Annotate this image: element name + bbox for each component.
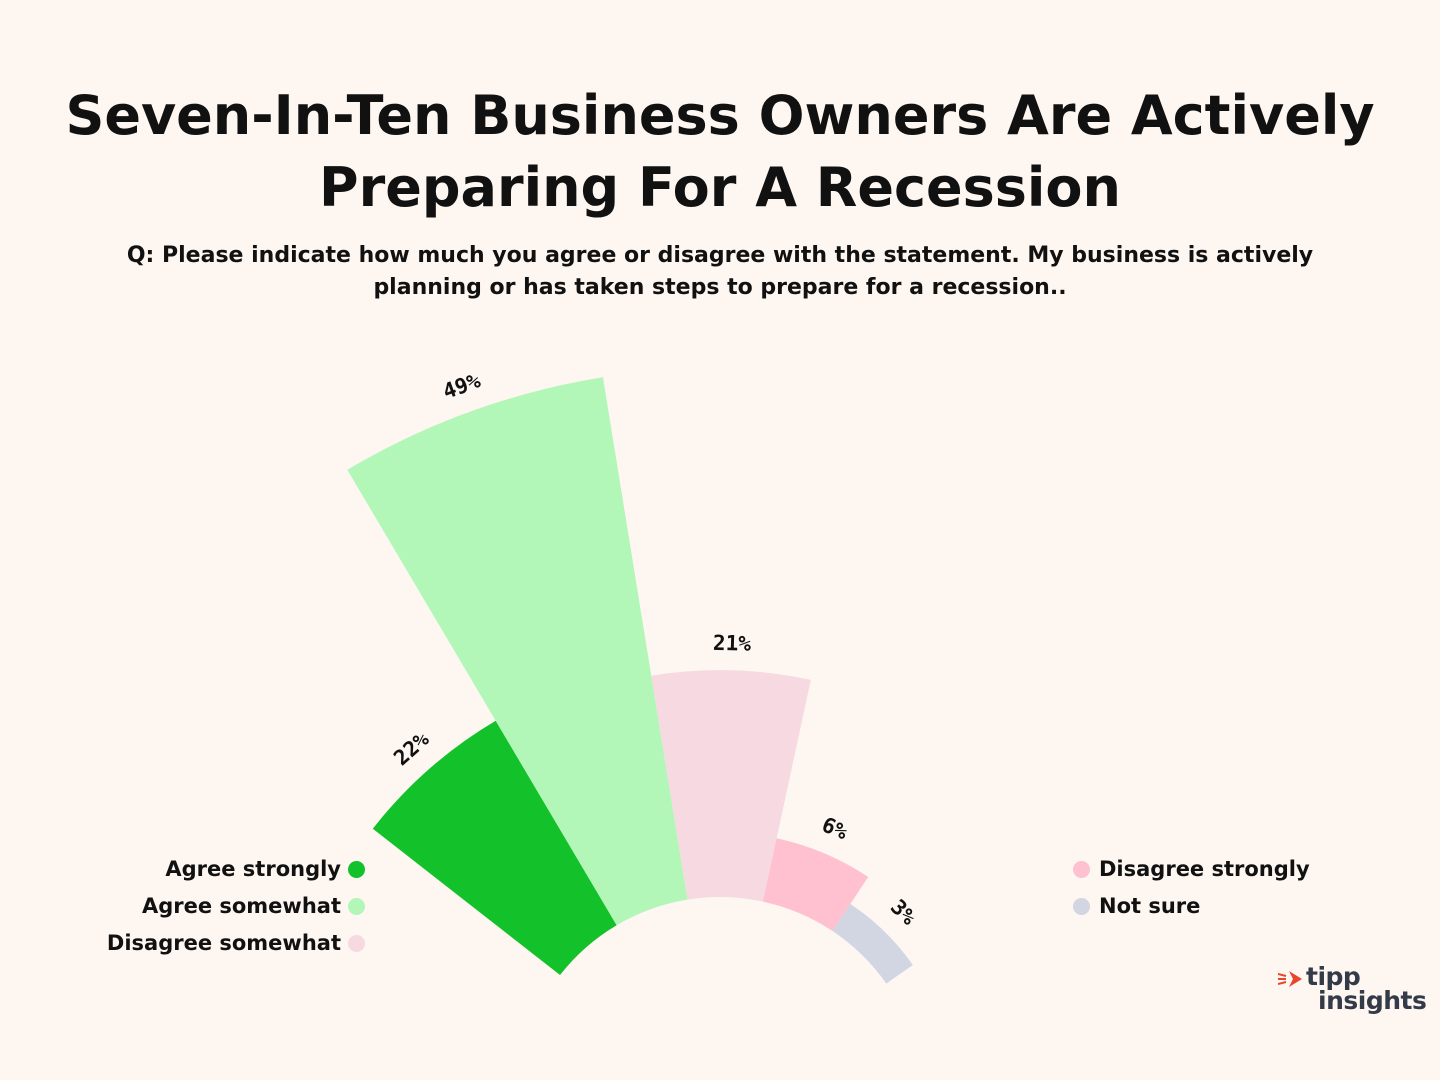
legend-item-disagree-somewhat: Disagree somewhat [107, 925, 365, 962]
logo-text-insights: insights [1318, 986, 1427, 1015]
bar-disagree-somewhat [651, 670, 811, 902]
legend-swatch-not-sure [1073, 898, 1090, 915]
legend-swatch-agree-somewhat [348, 898, 365, 915]
data-label-disagree-somewhat: 21% [713, 631, 752, 656]
data-label-agree-strongly: 22% [389, 727, 434, 770]
bars-layer [347, 377, 913, 984]
bar-agree-somewhat [347, 377, 688, 926]
legend-item-not-sure: Not sure [1073, 888, 1310, 925]
legend-left: Agree strongly Agree somewhat Disagree s… [107, 851, 365, 962]
legend-item-agree-strongly: Agree strongly [107, 851, 365, 888]
bar-agree-strongly [372, 720, 617, 976]
bar-disagree-strongly [762, 838, 869, 931]
logo-arrow-icon [1278, 971, 1302, 987]
survey-question: Q: Please indicate how much you agree or… [126, 243, 1314, 300]
data-label-not-sure: 3% [886, 895, 921, 930]
legend-item-disagree-strongly: Disagree strongly [1073, 851, 1310, 888]
legend-right: Disagree strongly Not sure [1073, 851, 1310, 925]
legend-label-agree-somewhat: Agree somewhat [141, 894, 341, 918]
data-label-agree-somewhat: 49% [440, 368, 484, 404]
tipp-insights-logo: tipp insights [1278, 962, 1428, 1018]
legend-label-agree-strongly: Agree strongly [165, 857, 341, 881]
data-label-disagree-strongly: 6% [818, 812, 851, 844]
legend-item-agree-somewhat: Agree somewhat [107, 888, 365, 925]
legend-swatch-disagree-strongly [1073, 861, 1090, 878]
chart-title: Seven-In-Ten Business Owners Are Activel… [65, 84, 1375, 219]
logo-text-tipp: tipp [1306, 962, 1361, 991]
legend-label-disagree-strongly: Disagree strongly [1099, 857, 1310, 881]
legend-swatch-disagree-somewhat [348, 935, 365, 952]
bar-not-sure [832, 903, 913, 984]
legend-swatch-agree-strongly [348, 861, 365, 878]
legend-label-disagree-somewhat: Disagree somewhat [106, 931, 341, 955]
legend-label-not-sure: Not sure [1099, 894, 1201, 918]
